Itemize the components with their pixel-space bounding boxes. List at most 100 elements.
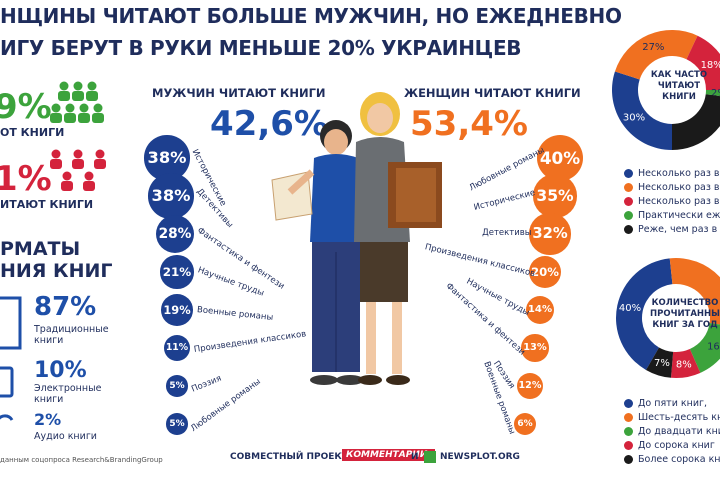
men-bubble: 19%: [161, 294, 193, 326]
footer-brand-kommentarii[interactable]: КОММЕНТАРИИ.: [342, 449, 435, 461]
legend-swatch: [624, 225, 633, 234]
men-bubble: 5%: [166, 375, 188, 397]
women-bubble: 12%: [516, 372, 544, 400]
donut1-center-line-1: КАК ЧАСТО: [650, 70, 708, 80]
men-bubble: 38%: [148, 173, 194, 219]
readers-illustration: [270, 92, 450, 392]
donut-slice: [689, 322, 720, 373]
legend-item: Практически еже: [624, 210, 720, 221]
footer-project: СОВМЕСТНЫЙ ПРОЕКТ: [230, 452, 348, 462]
legend-swatch: [624, 197, 633, 206]
formats-title-line-1: РМАТЫ: [0, 238, 81, 260]
legend-label: Несколько раз в: [638, 168, 720, 179]
footer-brand-newsplot[interactable]: NEWSPLOT.ORG: [440, 452, 520, 462]
legend-label: Шесть-десять кни: [638, 412, 720, 423]
legend-label: Несколько раз в: [638, 196, 720, 207]
donut-slice-label: 2%: [711, 88, 720, 99]
format-traditional-label-1: Традиционные: [34, 324, 109, 335]
format-electronic-label-2: книги: [34, 394, 64, 405]
format-audio-value: 2%: [34, 410, 62, 429]
legend-item: Более сорока книг: [624, 454, 720, 465]
legend-label: Несколько раз в: [638, 182, 720, 193]
donut2-center-line-2: ПРОЧИТАННЫХ: [650, 309, 720, 319]
donut-slice: [686, 35, 720, 90]
red-stat-label: ИТАЮТ КНИГИ: [0, 198, 94, 211]
donut-slice-label: 27%: [642, 42, 664, 53]
footer-and: И: [411, 452, 419, 462]
format-audio-label: Аудио книги: [34, 431, 97, 442]
donut1-center-line-3: КНИГИ: [662, 92, 696, 102]
legend-swatch: [624, 441, 633, 450]
page-title-line-1: НЩИНЫ ЧИТАЮТ БОЛЬШЕ МУЖЧИН, НО ЕЖЕДНЕВНО: [0, 4, 622, 28]
legend-swatch: [624, 211, 633, 220]
people-group-red-icon: [46, 148, 110, 194]
formats-title-line-2: НИЯ КНИГ: [0, 260, 113, 282]
red-stat-value: 1%: [0, 159, 52, 199]
legend-label: Практически еже: [638, 210, 720, 221]
format-traditional-value: 87%: [34, 292, 97, 322]
donut-slice: [616, 258, 673, 370]
legend-item: Шесть-десять кни: [624, 412, 720, 423]
ebook-reader-icon: [0, 366, 16, 400]
women-genre-label: Исторические: [472, 188, 537, 214]
green-stat-label: ОТ КНИГИ: [0, 126, 65, 139]
legend-item: До двадцати книг: [624, 426, 720, 437]
donut-slice-label: 7%: [654, 358, 670, 369]
donut-slice: [669, 258, 720, 325]
men-bubble: 38%: [144, 135, 190, 181]
donut-slice: [646, 347, 674, 378]
donut-slice-label: 8%: [676, 359, 692, 370]
women-bubble: 13%: [521, 334, 549, 362]
donut-slice: [612, 71, 672, 150]
legend-label: До двадцати книг: [638, 426, 720, 437]
page-title-line-2: ИГУ БЕРУТ В РУКИ МЕНЬШЕ 20% УКРАИНЦЕВ: [0, 36, 522, 60]
legend-label: До сорока книг: [638, 440, 715, 451]
source-note: данным соцопроса Research&BrandingGroup: [0, 456, 163, 464]
legend-item: Несколько раз в: [624, 196, 720, 207]
reading-frequency-donut: 30% 27% 18% 2%: [608, 4, 720, 164]
format-electronic-value: 10%: [34, 358, 87, 383]
legend-swatch: [624, 455, 633, 464]
green-stat-value: 9%: [0, 87, 52, 127]
paper-book-icon: [0, 296, 24, 352]
donut2-center-line-3: КНИГ ЗА ГОД: [652, 320, 718, 330]
legend-item: До пяти книг,: [624, 398, 707, 409]
donut-slice-label: 18%: [701, 60, 720, 71]
women-bubble: 14%: [525, 295, 555, 325]
women-bubble: 40%: [536, 134, 584, 182]
legend-item: Несколько раз в: [624, 168, 720, 179]
people-group-green-icon: [46, 80, 110, 126]
legend-label: До пяти книг,: [638, 398, 708, 409]
donut2-center-line-1: КОЛИЧЕСТВО: [651, 298, 719, 308]
donut-slice-label: 16: [707, 341, 720, 352]
donut-slice: [670, 349, 701, 378]
donut-slice-label: 30%: [623, 113, 645, 124]
legend-item: Несколько раз в: [624, 182, 720, 193]
donut1-center-line-2: ЧИТАЮТ: [657, 81, 701, 91]
legend-swatch: [624, 169, 633, 178]
men-bubble: 11%: [164, 335, 190, 361]
donut-slice-label: 40%: [619, 303, 641, 314]
legend-label: Более сорока книг: [638, 454, 720, 465]
donut-slice: [672, 94, 720, 150]
women-bubble: 20%: [528, 255, 562, 289]
newsplot-logo-icon: [424, 451, 436, 463]
legend-label: Реже, чем раз в: [638, 224, 718, 235]
donut-slice: [705, 90, 720, 97]
men-bubble: 21%: [160, 255, 194, 289]
donut1-center-label: КАК ЧАСТО ЧИТАЮТ КНИГИ: [646, 70, 712, 103]
donut2-center-label: КОЛИЧЕСТВО ПРОЧИТАННЫХ КНИГ ЗА ГОД: [650, 298, 720, 331]
format-traditional-label-2: книги: [34, 335, 64, 346]
men-bubble: 5%: [166, 413, 188, 435]
books-per-year-donut: 40% 16 8% 7%: [608, 246, 720, 386]
legend-item: До сорока книг: [624, 440, 715, 451]
legend-swatch: [624, 427, 633, 436]
legend-item: Реже, чем раз в: [624, 224, 717, 235]
women-header: ЖЕНЩИН ЧИТАЮТ КНИГИ: [404, 86, 581, 100]
legend-swatch: [624, 413, 633, 422]
women-bubble: 6%: [513, 412, 537, 436]
women-bubble: 32%: [529, 213, 571, 255]
women-genre-label: Детективы: [482, 228, 532, 238]
